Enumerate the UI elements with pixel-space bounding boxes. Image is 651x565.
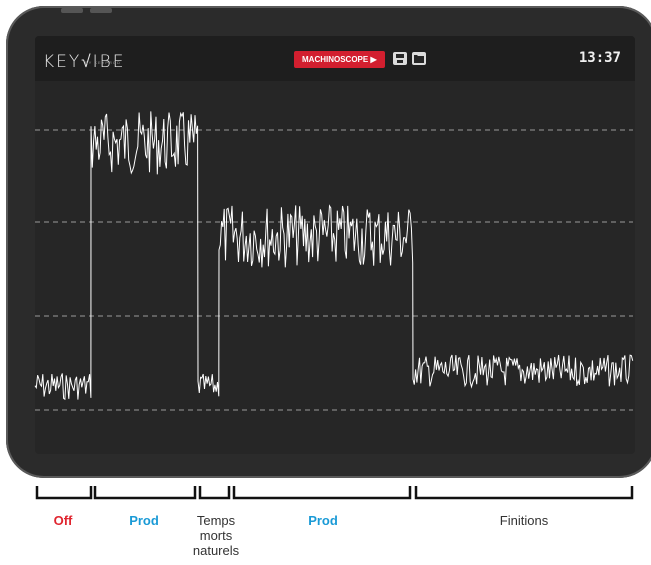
phase-bracket <box>232 486 412 500</box>
phase-annotations: Off Prod Temps morts naturels Prod Finitions <box>0 480 651 565</box>
top-bar: KEY√IBE BY KEYPROD MACHINOSCOPE ▶ 13:37 <box>35 36 635 81</box>
logo-subtitle: BY KEYPROD <box>85 60 121 65</box>
phase-label: Prod <box>129 513 159 528</box>
machinoscope-button[interactable]: MACHINOSCOPE ▶ <box>294 51 385 68</box>
power-button <box>90 8 112 13</box>
clock: 13:37 <box>578 50 621 66</box>
plot-grid <box>35 129 633 411</box>
save-icon[interactable] <box>393 52 407 65</box>
folder-icon[interactable] <box>412 52 426 65</box>
phase-bracket <box>93 486 197 500</box>
phase-label: Off <box>53 513 73 528</box>
phase-brackets <box>35 486 634 500</box>
volume-button <box>61 8 83 13</box>
signal-trace <box>34 111 634 401</box>
phase-bracket <box>198 486 231 500</box>
machinoscope-label: MACHINOSCOPE ▶ <box>302 55 377 64</box>
keyvibe-logo: KEY√IBE <box>43 48 126 72</box>
logo-text: KEY√IBE <box>43 52 126 72</box>
phase-label: Finitions <box>499 513 549 528</box>
signal-line <box>34 111 634 401</box>
phase-bracket <box>35 486 93 500</box>
phase-label: Temps morts naturels <box>192 513 240 558</box>
phase-label: Prod <box>308 513 338 528</box>
phase-bracket <box>414 486 634 500</box>
